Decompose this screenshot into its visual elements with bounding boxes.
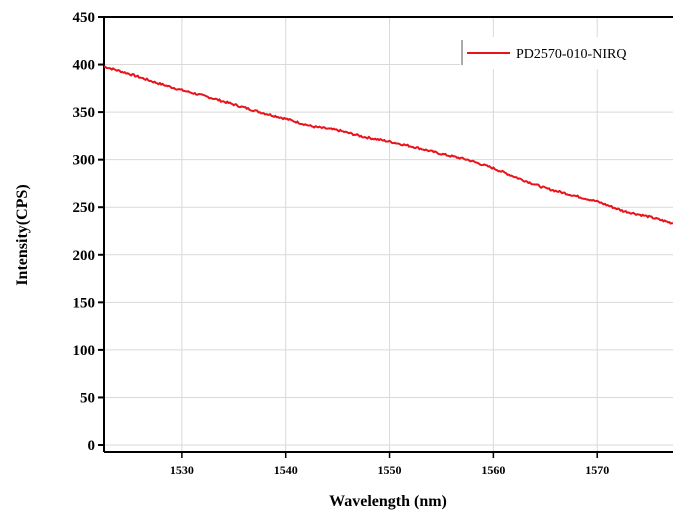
series-line-0 bbox=[103, 65, 673, 225]
y-tick-label: 50 bbox=[80, 390, 95, 406]
y-tick-label: 350 bbox=[73, 105, 96, 121]
x-tick-label: 1530 bbox=[170, 463, 194, 477]
series bbox=[103, 65, 673, 225]
legend: PD2570-010-NIRQ bbox=[460, 37, 673, 69]
x-tick-label: 1560 bbox=[481, 463, 505, 477]
axes bbox=[103, 16, 673, 453]
grid bbox=[104, 17, 673, 452]
y-tick-label: 450 bbox=[73, 10, 96, 26]
y-tick-label: 0 bbox=[88, 438, 96, 454]
y-tick-label: 200 bbox=[73, 248, 96, 264]
x-tick-label: 1540 bbox=[274, 463, 298, 477]
y-tick-label: 150 bbox=[73, 295, 96, 311]
y-ticks: 0 50 100 150 200 250 300 350 400 450 bbox=[73, 10, 104, 454]
x-axis-label: Wavelength (nm) bbox=[329, 493, 447, 510]
y-tick-label: 300 bbox=[73, 153, 96, 169]
x-tick-label: 1550 bbox=[378, 463, 402, 477]
y-axis-label: Intensity(CPS) bbox=[14, 184, 31, 285]
y-tick-label: 250 bbox=[73, 200, 96, 216]
x-tick-label: 1570 bbox=[585, 463, 609, 477]
y-tick-label: 400 bbox=[73, 58, 96, 74]
y-tick-label: 100 bbox=[73, 343, 96, 359]
x-ticks: 1530 1540 1550 1560 1570 bbox=[170, 452, 609, 477]
legend-label: PD2570-010-NIRQ bbox=[516, 47, 626, 62]
